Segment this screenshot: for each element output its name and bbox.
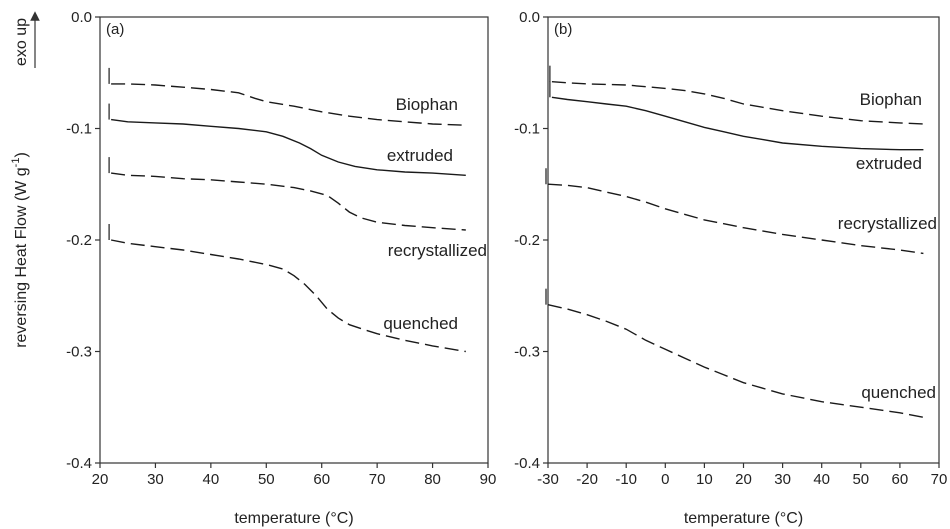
series-label: Biophan xyxy=(396,95,458,114)
x-tick-label: 70 xyxy=(369,471,386,488)
y-tick-label: -0.2 xyxy=(66,232,92,249)
x-tick-label: 20 xyxy=(735,471,752,488)
x-tick-label: 70 xyxy=(931,471,948,488)
x-tick-label: 20 xyxy=(92,471,109,488)
x-tick-label: 60 xyxy=(892,471,909,488)
x-axis-label: temperature (°C) xyxy=(684,510,803,527)
series-label: Biophan xyxy=(860,90,922,109)
series-label: extruded xyxy=(856,154,922,173)
exo-up-indicator: exo up xyxy=(13,11,40,68)
series-line-extruded xyxy=(551,96,924,151)
series-line-Biophan xyxy=(111,83,466,126)
x-tick-label: 40 xyxy=(813,471,830,488)
series-label: extruded xyxy=(387,146,453,165)
series-line-quenched xyxy=(547,304,924,418)
series-line-Biophan xyxy=(551,81,924,125)
y-tick-label: -0.4 xyxy=(66,455,92,472)
y-tick-label: -0.1 xyxy=(66,121,92,138)
panel-label: (a) xyxy=(106,21,124,38)
x-axis-label: temperature (°C) xyxy=(234,510,353,527)
series-line-extruded xyxy=(111,118,466,176)
series-label: quenched xyxy=(861,383,936,402)
y-tick-label: -0.3 xyxy=(514,344,540,361)
y-tick-label: 0.0 xyxy=(519,9,540,26)
x-tick-label: 80 xyxy=(424,471,441,488)
x-tick-label: 30 xyxy=(147,471,164,488)
y-tick-label: -0.4 xyxy=(514,455,540,472)
x-tick-label: 50 xyxy=(258,471,275,488)
exo-up-label: exo up xyxy=(13,18,30,66)
series-label: recrystallized xyxy=(838,214,937,233)
y-axis-label: reversing Heat Flow (W g-1) xyxy=(10,152,30,348)
series-line-recrystallized xyxy=(111,172,466,231)
x-tick-label: -10 xyxy=(615,471,637,488)
x-tick-label: 10 xyxy=(696,471,713,488)
y-tick-label: -0.3 xyxy=(66,344,92,361)
series-line-quenched xyxy=(110,239,466,353)
x-tick-label: 60 xyxy=(313,471,330,488)
x-tick-label: 50 xyxy=(852,471,869,488)
y-tick-label: -0.1 xyxy=(514,121,540,138)
x-tick-label: 40 xyxy=(203,471,220,488)
x-tick-label: 90 xyxy=(480,471,497,488)
series-line-recrystallized xyxy=(547,183,924,255)
panel-b: (b) -30 -20 -10 0 10 20 30 40 50 60 70 0.0 -0.1 -0.2 -0… xyxy=(514,9,947,527)
x-tick-label: -20 xyxy=(576,471,598,488)
y-tick-label: -0.2 xyxy=(514,232,540,249)
panel-a: (a) 20 30 40 50 60 70 80 90 0.0 -0.1 -0.2 -0.3 -0.4 te… xyxy=(66,9,496,527)
x-tick-label: 0 xyxy=(661,471,669,488)
x-tick-label: -30 xyxy=(537,471,559,488)
x-tick-label: 30 xyxy=(774,471,791,488)
panel-label: (b) xyxy=(554,21,572,38)
plot-frame xyxy=(99,16,489,464)
series-label: recrystallized xyxy=(388,241,487,260)
series-label: quenched xyxy=(383,314,458,333)
y-tick-label: 0.0 xyxy=(71,9,92,26)
